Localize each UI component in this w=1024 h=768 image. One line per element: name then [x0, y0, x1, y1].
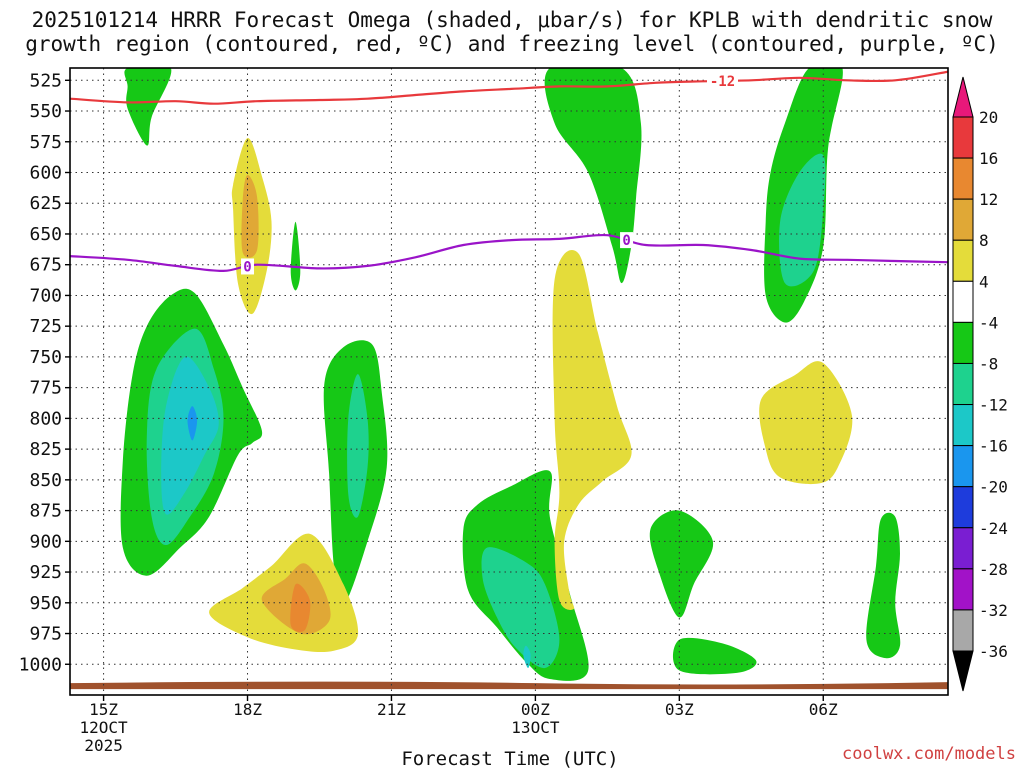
plot-frame [69, 67, 949, 696]
omega-region--12-6 [161, 356, 219, 515]
grid-lines [70, 68, 948, 695]
y-tick-label-650: 650 [29, 224, 62, 245]
y-tick-label-675: 675 [29, 255, 62, 276]
x-tick-date-00Z: 13OCT [511, 718, 560, 737]
x-tick-label-00Z: 00Z [521, 700, 550, 719]
omega-region--4-23 [866, 512, 901, 659]
y-tick-label-575: 575 [29, 132, 62, 153]
y-tick-label-950: 950 [29, 593, 62, 614]
omega-region--12-15 [523, 645, 531, 669]
omega-region-4-20 [759, 361, 853, 485]
omega-region--16-7 [187, 406, 198, 441]
omega-region--4-22 [672, 637, 757, 675]
y-tick-label-525: 525 [29, 70, 62, 91]
y-tick-label-775: 775 [29, 378, 62, 399]
colorbar-swatch-10 [952, 527, 974, 570]
colorbar-swatch-4 [952, 280, 974, 323]
x-tick-label-03Z: 03Z [665, 700, 694, 719]
colorbar-swatch-1 [952, 157, 974, 200]
colorbar-top-arrow [952, 76, 974, 118]
colorbar-label-4: 4 [979, 272, 989, 291]
source-credit: coolwx.com/models [842, 744, 1016, 764]
colorbar-label-10: -24 [979, 519, 1008, 538]
freezing-level-contour-label-bg-1 [620, 232, 634, 249]
colorbar-label-9: -20 [979, 478, 1008, 497]
colorbar-swatch-8 [952, 445, 974, 488]
y-tick-label-975: 975 [29, 624, 62, 645]
colorbar-swatch-12 [952, 609, 974, 652]
colorbar-label-6: -8 [979, 354, 998, 373]
colorbar-swatch-0 [952, 116, 974, 159]
y-tick-label-875: 875 [29, 501, 62, 522]
freezing-level-contour-label-1: 0 [622, 233, 630, 249]
colorbar-label-5: -4 [979, 313, 998, 332]
y-tick-label-600: 600 [29, 163, 62, 184]
x-tick-label-06Z: 06Z [809, 700, 838, 719]
freezing-level-contour-label-bg-0 [241, 258, 255, 275]
omega-region--8-9 [347, 374, 369, 518]
omega-region-8-2 [241, 174, 259, 258]
y-tick-label-850: 850 [29, 470, 62, 491]
omega-region--4-0 [124, 68, 172, 146]
y-tick-label-725: 725 [29, 316, 62, 337]
omega-region-12-12 [290, 583, 311, 633]
omega-region--8-19 [779, 153, 826, 287]
x-axis-label: Forecast Time (UTC) [401, 748, 618, 768]
omega-region--4-16 [544, 68, 642, 284]
dgz-contour-line [70, 70, 948, 105]
colorbar-label-13: -36 [979, 642, 1008, 661]
omega-region-4-17 [552, 250, 632, 610]
dgz-contour-label-bg-0 [707, 72, 739, 89]
colorbar-label-8: -16 [979, 437, 1008, 456]
freezing-level-contour-label-0: 0 [243, 259, 251, 275]
omega-region--4-21 [649, 510, 714, 618]
x-tick-label-21Z: 21Z [377, 700, 406, 719]
y-tick-label-750: 750 [29, 347, 62, 368]
colorbar-label-1: 16 [979, 149, 998, 168]
colorbar-swatch-7 [952, 404, 974, 447]
x-tick-year-15Z: 2025 [84, 736, 123, 755]
x-tick-label-15Z: 15Z [89, 700, 118, 719]
colorbar-label-11: -28 [979, 560, 1008, 579]
colorbar: 20 16 12 8 4 -4 -8 -12 -16 -20 -24 -28 -32 -36 [952, 76, 1008, 692]
colorbar-label-2: 12 [979, 190, 998, 209]
colorbar-label-3: 8 [979, 231, 989, 250]
chart-title-line-1: 2025101214 HRRR Forecast Omega (shaded, … [31, 8, 993, 32]
colorbar-swatch-2 [952, 198, 974, 241]
y-tick-label-1000: 1000 [19, 654, 62, 675]
colorbar-label-0: 20 [979, 108, 998, 127]
colorbar-label-12: -32 [979, 601, 1008, 620]
ground-strip [70, 681, 948, 690]
colorbar-swatch-6 [952, 362, 974, 406]
omega-shaded-regions [70, 68, 948, 690]
y-tick-label-625: 625 [29, 193, 62, 214]
x-tick-date-15Z: 12OCT [79, 718, 128, 737]
axes: 525 550 575 600 625 650 675 700 725 750 775 800 825 8… [19, 67, 949, 755]
colorbar-swatch-5 [952, 321, 974, 364]
colorbar-swatch-3 [952, 239, 974, 282]
y-tick-label-925: 925 [29, 562, 62, 583]
freezing-level-contour-line [70, 233, 948, 273]
chart-title-line-2: growth region (contoured, red, ºC) and f… [25, 32, 999, 56]
dgz-contour-label-0: -12 [710, 74, 735, 90]
colorbar-bottom-arrow [952, 650, 974, 692]
y-tick-label-550: 550 [29, 101, 62, 122]
colorbar-swatch-11 [952, 568, 974, 611]
x-tick-label-18Z: 18Z [233, 700, 262, 719]
y-tick-label-825: 825 [29, 439, 62, 460]
y-tick-label-900: 900 [29, 531, 62, 552]
contour-lines: -12 0 0 [70, 70, 948, 275]
y-tick-label-700: 700 [29, 285, 62, 306]
omega-region--4-3 [290, 221, 301, 291]
colorbar-label-7: -12 [979, 396, 1008, 415]
omega-region--8-14 [481, 547, 560, 669]
y-tick-label-800: 800 [29, 408, 62, 429]
colorbar-swatch-9 [952, 486, 974, 529]
